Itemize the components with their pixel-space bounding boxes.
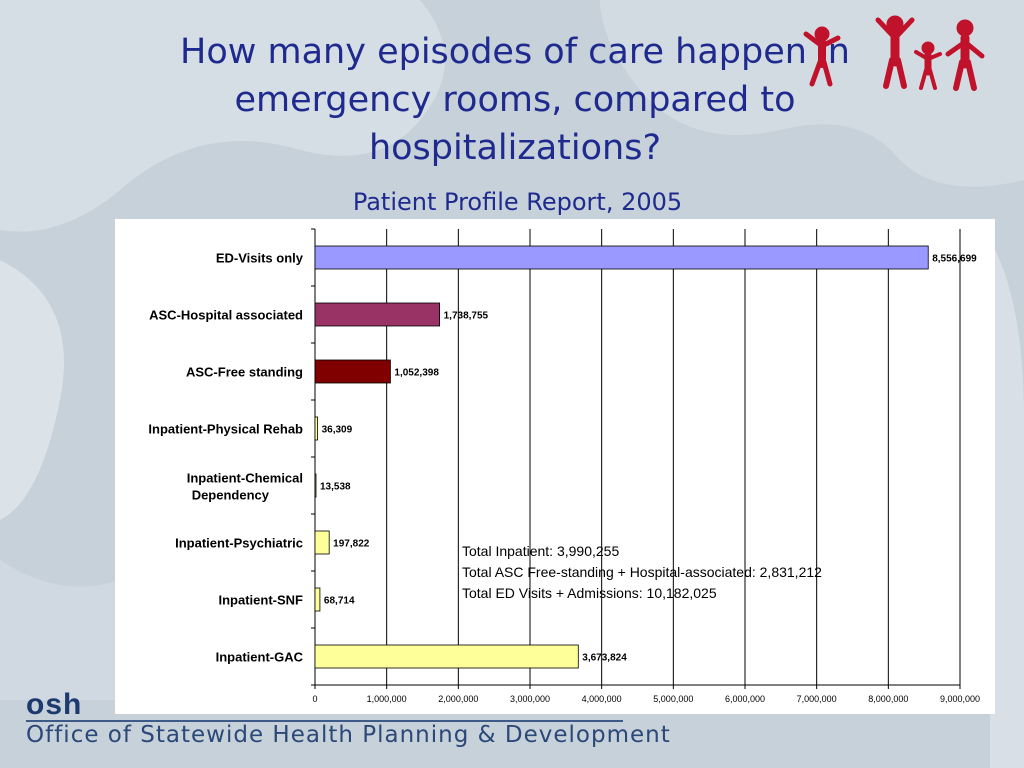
total-asc-note: Total ASC Free-standing + Hospital-assoc… [462,564,822,580]
bar [314,359,391,384]
x-tick-label: 2,000,000 [438,694,478,704]
category-label: ASC-Hospital associated [149,308,303,323]
footer-divider [26,720,623,722]
bar [314,473,317,498]
x-tick-label: 3,000,000 [510,694,550,704]
bar [314,302,441,327]
chart-annotations: Total Inpatient: 3,990,255 Total ASC Fre… [462,541,922,604]
category-label-line: Dependency [192,488,270,503]
x-tick-label: 8,000,000 [868,694,908,704]
value-label: 1,052,398 [394,368,439,379]
value-label: 197,822 [333,539,370,550]
chart-panel: 0 1,000,000 2,000,000 3,000,000 4,000,000 5,0… [115,219,995,714]
x-tick-label: 5,000,000 [653,694,693,704]
x-tick-label: 0 [312,694,317,704]
slide-title: How many episodes of care happen in emer… [180,32,850,168]
bar [314,530,330,555]
value-label: 8,556,699 [932,254,977,265]
value-label: 1,738,755 [444,311,489,322]
people-logo-icon [803,15,985,91]
value-label: 68,714 [324,596,355,607]
bar [314,416,319,441]
x-tick-label: 4,000,000 [582,694,622,704]
category-label: Inpatient-GAC [216,650,304,665]
category-label: ED-Visits only [216,251,304,266]
category-label: Inpatient-Chemical Dependency [187,471,303,503]
bar [314,644,579,669]
bar [314,245,929,270]
value-label: 3,673,824 [582,653,627,664]
x-tick-label: 6,000,000 [725,694,765,704]
category-label: Inpatient-Physical Rehab [148,422,303,437]
category-label: Inpatient-SNF [219,593,304,608]
value-label: 13,538 [320,482,351,493]
category-label: ASC-Free standing [186,365,303,380]
x-tick-label: 9,000,000 [940,694,980,704]
total-inpatient-note: Total Inpatient: 3,990,255 [462,543,620,559]
org-logo-mark: osh [26,688,83,721]
slide-subtitle: Patient Profile Report, 2005 [352,188,683,216]
x-tick-label: 7,000,000 [797,694,837,704]
bar [314,587,321,612]
bar-chart: 0 1,000,000 2,000,000 3,000,000 4,000,000 5,0… [148,228,980,704]
total-ed-note: Total ED Visits + Admissions: 10,182,025 [462,585,717,601]
x-tick-label: 1,000,000 [367,694,407,704]
category-label-line: Inpatient-Chemical [187,471,303,486]
org-name: Office of Statewide Health Planning & De… [26,722,671,748]
category-label: Inpatient-Psychiatric [175,536,303,551]
value-label: 36,309 [322,425,353,436]
